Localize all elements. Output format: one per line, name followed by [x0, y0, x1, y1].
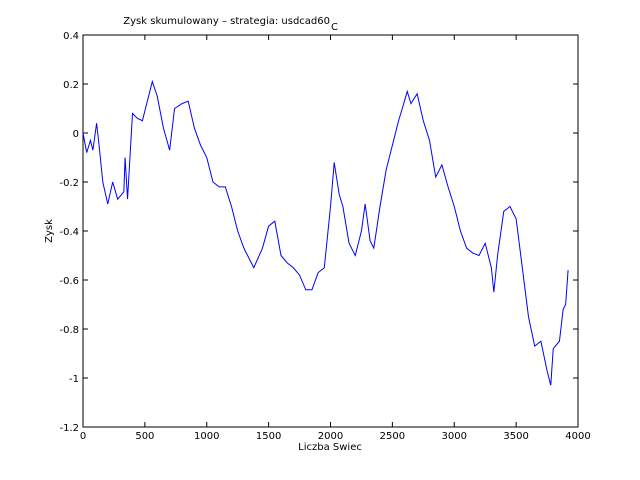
- y-axis-label: Zysk: [44, 219, 55, 243]
- x-tick-label: 4000: [565, 431, 590, 442]
- y-tick-label: 0.4: [63, 31, 79, 42]
- y-tick-label: -0.8: [59, 325, 79, 336]
- x-tick-label: 1000: [194, 431, 219, 442]
- x-tick-label: 0: [80, 431, 86, 442]
- y-tick-label: -0.2: [59, 178, 79, 189]
- x-tick-label: 500: [135, 431, 154, 442]
- y-tick-label: -1.2: [59, 423, 79, 434]
- x-tick-label: 3000: [442, 431, 467, 442]
- y-tick-label: -1: [69, 374, 79, 385]
- chart-title: Zysk skumulowany – strategia: usdcad60: [123, 16, 330, 27]
- x-tick-label: 3500: [503, 431, 528, 442]
- x-tick-label: 2000: [318, 431, 343, 442]
- y-tick-label: -0.4: [59, 227, 79, 238]
- y-tick-label: 0.2: [63, 80, 79, 91]
- y-tick-label: 0: [73, 129, 79, 140]
- x-tick-label: 1500: [256, 431, 281, 442]
- y-tick-label: -0.6: [59, 276, 79, 287]
- x-tick-label: 2500: [380, 431, 405, 442]
- chart-title-subscript: C: [331, 22, 338, 33]
- data-line: [82, 79, 569, 386]
- x-axis-label: Liczba Swiec: [298, 442, 362, 453]
